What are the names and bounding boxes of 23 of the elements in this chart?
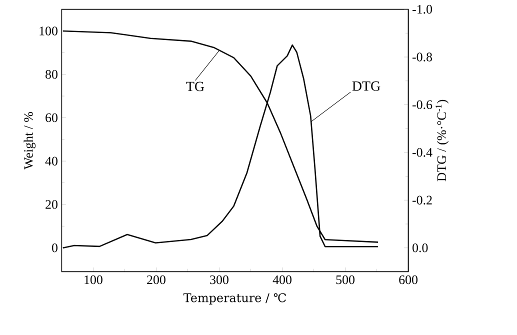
- y-tick-label: 60: [46, 113, 58, 122]
- x-tick-label: 400: [272, 275, 292, 284]
- x-tick-label: 200: [147, 275, 166, 284]
- x-tick-label: 100: [84, 275, 102, 284]
- y2-axis-title: DTG / (%·°C$^{-1}$): [436, 100, 449, 182]
- y2-tick-label: -0.2: [412, 196, 432, 205]
- y-tick-label: 0: [52, 243, 58, 252]
- y2-tick-label: -0.4: [412, 148, 432, 157]
- y2-tick-label: -0.6: [412, 100, 432, 110]
- y2-tick-label: -0.8: [412, 52, 432, 62]
- x-tick-label: 500: [336, 275, 355, 284]
- y2-tick-label: 0.0: [412, 243, 428, 252]
- y-tick-label: 20: [46, 200, 58, 209]
- x-tick-label: 300: [210, 275, 228, 284]
- y-axis-title: Weight / %: [24, 112, 36, 170]
- annotation: TG: [186, 82, 204, 92]
- y2-tick-label: -1.0: [412, 4, 432, 14]
- x-tick-label: 600: [399, 275, 418, 284]
- y-tick-label: 80: [46, 70, 58, 79]
- y-tick-label: 100: [40, 26, 58, 36]
- annotation: DTG: [352, 81, 380, 91]
- y-tick-label: 40: [45, 156, 58, 166]
- x-axis-title: Temperature / ℃: [183, 293, 286, 305]
